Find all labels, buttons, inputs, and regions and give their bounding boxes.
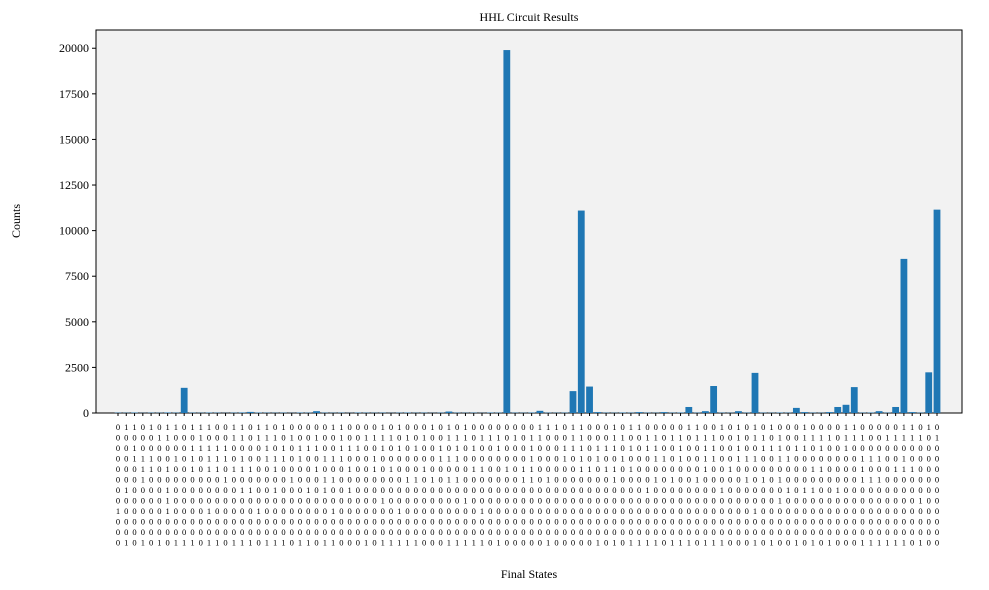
bar [313, 411, 320, 413]
bar [445, 411, 453, 413]
bar [594, 412, 602, 413]
bar [586, 386, 593, 413]
y-tick-label: 10000 [59, 224, 89, 238]
y-tick-label: 7500 [65, 269, 89, 283]
plot-area [95, 29, 963, 414]
bar [710, 386, 718, 413]
bar [850, 387, 858, 413]
bar [751, 372, 759, 413]
y-tick-label: 17500 [59, 87, 89, 101]
y-tick-label: 0 [83, 406, 89, 420]
bar [246, 411, 254, 413]
bar [801, 412, 809, 413]
bar [536, 410, 544, 413]
bar [180, 387, 188, 413]
bar [933, 209, 941, 413]
bar [577, 210, 585, 413]
bar [503, 50, 511, 414]
bar [842, 404, 850, 413]
chart-title: HHL Circuit Results [480, 10, 579, 24]
bar [925, 372, 933, 413]
x-axis-label: Final States [501, 567, 558, 581]
bar [660, 412, 668, 413]
bar [792, 407, 800, 413]
bar [900, 258, 908, 413]
bar [826, 412, 833, 413]
y-tick-label: 20000 [59, 41, 89, 55]
bar [685, 406, 693, 413]
bar [834, 406, 842, 413]
bar [635, 412, 643, 413]
y-tick-label: 15000 [59, 132, 89, 146]
bar [892, 406, 900, 413]
bar [238, 412, 246, 413]
bar [164, 412, 172, 413]
y-tick-label: 12500 [59, 178, 89, 192]
y-tick-label: 2500 [65, 360, 89, 374]
y-axis-label: Counts [9, 204, 23, 238]
bar [875, 411, 883, 413]
bar [569, 391, 577, 413]
y-tick-label: 5000 [65, 315, 89, 329]
bar [701, 411, 709, 413]
bar [908, 412, 916, 413]
bar [735, 411, 742, 413]
